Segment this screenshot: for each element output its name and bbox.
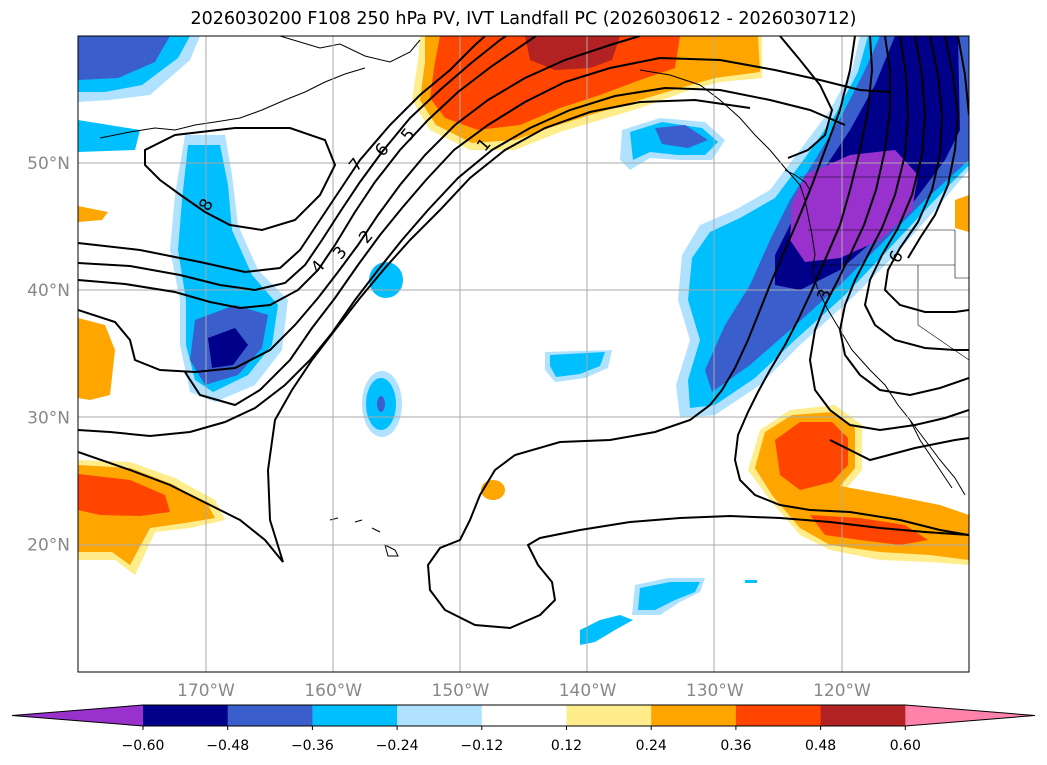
colorbar-bin-2 [227,705,313,726]
ivt-contours [78,36,969,630]
colorbar-label-9: 0.60 [890,738,921,754]
contour-central [426,36,969,630]
negative-pv-gulf-alaska-deep [655,125,708,148]
longitude-labels: 170°W 160°W 150°W 140°W 130°W 120°W [177,681,871,701]
negative-pv-west-core [208,328,248,368]
positive-pv-west-edge [78,318,115,400]
hawaii-islands [329,517,399,557]
colorbar-bin-5 [481,705,567,726]
lon-label-5: 120°W [813,681,871,701]
colorbar-bin-7 [651,705,737,726]
contour-line-m [957,36,969,116]
lon-label-1: 160°W [304,681,362,701]
negative-pv-blob-c-core [550,352,605,377]
negative-pv-small-dash [745,580,757,583]
lon-label-3: 140°W [559,681,617,701]
colorbar-label-8: 0.48 [805,738,836,754]
negative-pv-south-blob-core [638,582,700,610]
alaska-panhandle [639,69,801,186]
colorbar-label-0: −0.60 [122,738,165,754]
negative-pv-south-strip [580,615,633,645]
positive-pv-southwest-red [78,474,170,516]
shading-layer [78,36,969,645]
colorbar-extend-right [905,705,1035,726]
map-frame [77,35,970,673]
positive-pv-east-edge [955,195,969,232]
colorbar-label-1: −0.48 [206,738,249,754]
coastlines [99,36,966,557]
colorbar-label-2: −0.36 [291,738,334,754]
colorbar-bin-9 [820,705,906,726]
colorbar-label-4: −0.12 [460,738,503,754]
west-coast-us [799,184,966,496]
contour-8-loop [144,127,337,232]
contour-line-l [907,36,960,259]
colorbar-label-5: 0.12 [551,738,582,754]
contour-east-loop [779,36,834,159]
positive-pv-west-small [78,206,108,222]
contour-line-k [883,36,969,313]
lat-label-2: 30°N [27,408,70,428]
border-line-id [954,230,969,279]
positive-pv-alaska-core [525,36,620,70]
alaska-coast [279,36,421,63]
colorbar-bin-1 [143,705,229,726]
contour-line-j [863,36,969,351]
contour-line-f [78,86,846,438]
negative-pv-northeast-core [790,150,918,262]
colorbar-bin-3 [312,705,398,726]
gridlines [78,36,969,672]
lat-label-1: 40°N [27,281,70,301]
colorbar-label-7: 0.36 [720,738,751,754]
vancouver-island [784,169,811,191]
positive-pv-blob-d [481,480,505,500]
lon-label-4: 130°W [686,681,744,701]
contour-line-a [78,36,486,274]
colorbar-bin-6 [566,705,652,726]
contour-line-h [808,36,969,432]
colorbar-extend-left [12,705,143,726]
colorbar-label-6: 0.24 [636,738,667,754]
lat-label-0: 50°N [27,154,70,174]
colorbar-bin-8 [735,705,822,726]
contour-loop-south-west [78,98,751,563]
contour-line-g [733,36,969,536]
contour-line-east-low [829,437,969,462]
latitude-labels: 50°N 40°N 30°N 20°N [27,154,70,556]
contour-line-d [78,36,641,374]
contour-line-c [78,36,537,310]
positive-pv-alaska-red [430,36,680,130]
colorbar: −0.60 −0.48 −0.36 −0.24 −0.12 0.12 0.24 0.36 0.4… [11,704,1036,754]
positive-pv-southeast-red [775,422,848,490]
lat-label-3: 20°N [27,536,70,556]
colorbar-label-3: −0.24 [376,738,419,754]
lon-label-2: 150°W [432,681,490,701]
colorbar-bin-4 [397,705,483,726]
chart-title: 2026030200 F108 250 hPa PV, IVT Landfall… [190,9,857,29]
aleutians [99,67,366,139]
baja-california [909,419,953,489]
border-line-ca-nv [917,265,969,361]
lon-label-0: 170°W [177,681,235,701]
negative-pv-northwest-deep [78,36,170,80]
contour-line-e [184,56,891,407]
contour-line-i [838,36,969,397]
contour-line-b [78,36,507,292]
negative-pv-blob-b-deep [377,396,385,412]
